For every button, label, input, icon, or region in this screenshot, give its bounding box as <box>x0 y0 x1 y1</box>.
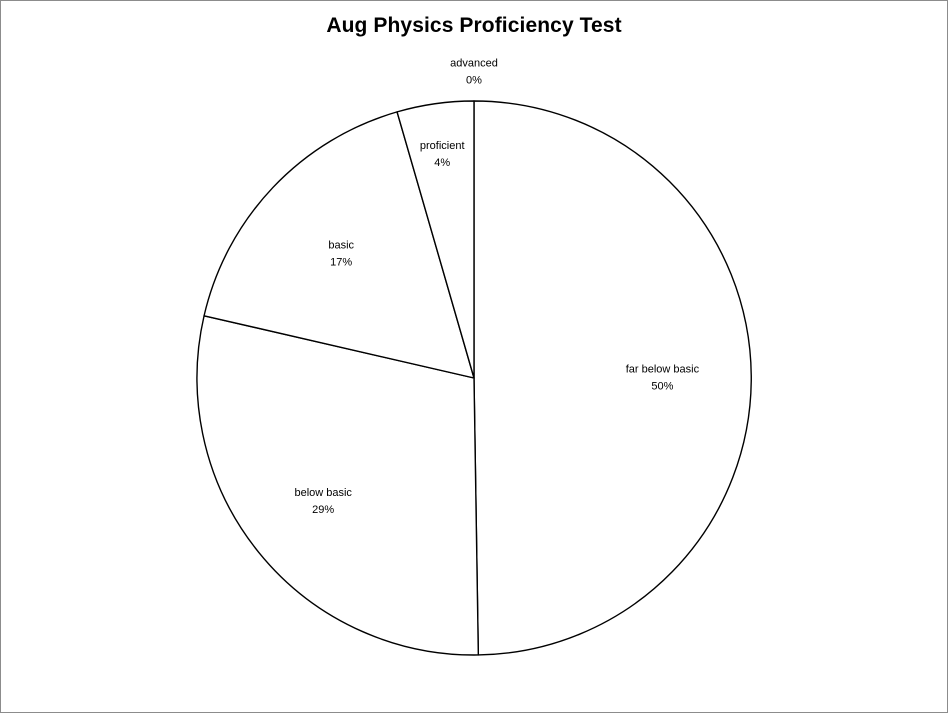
slice-category-basic: basic <box>328 239 354 251</box>
pie-slice-far-below-basic <box>473 100 752 656</box>
chart-title: Aug Physics Proficiency Test <box>326 14 622 37</box>
slice-label-advanced: advanced 0% <box>450 58 498 87</box>
pie-slice-proficient <box>396 100 475 379</box>
slice-category-far-below-basic: far below basic <box>626 364 700 376</box>
pie-slices <box>196 100 752 656</box>
slice-label-basic: basic 17% <box>328 239 354 268</box>
slice-label-below-basic: below basic 29% <box>294 487 352 516</box>
pie-labels: far below basic 50% below basic 29% basic 17%… <box>294 58 699 516</box>
slice-label-far-below-basic: far below basic 50% <box>626 364 700 393</box>
slice-percent-basic: 17% <box>330 256 352 268</box>
slice-percent-below-basic: 29% <box>312 504 334 516</box>
slice-label-proficient: proficient 4% <box>420 140 465 169</box>
pie-slice-below-basic <box>196 315 480 656</box>
slice-percent-far-below-basic: 50% <box>651 381 673 393</box>
slice-percent-advanced: 0% <box>466 75 482 87</box>
slice-category-proficient: proficient <box>420 140 465 152</box>
slice-category-below-basic: below basic <box>294 487 352 499</box>
slice-percent-proficient: 4% <box>434 157 450 169</box>
pie-slice-basic <box>203 111 475 379</box>
slice-category-advanced: advanced <box>450 58 498 70</box>
